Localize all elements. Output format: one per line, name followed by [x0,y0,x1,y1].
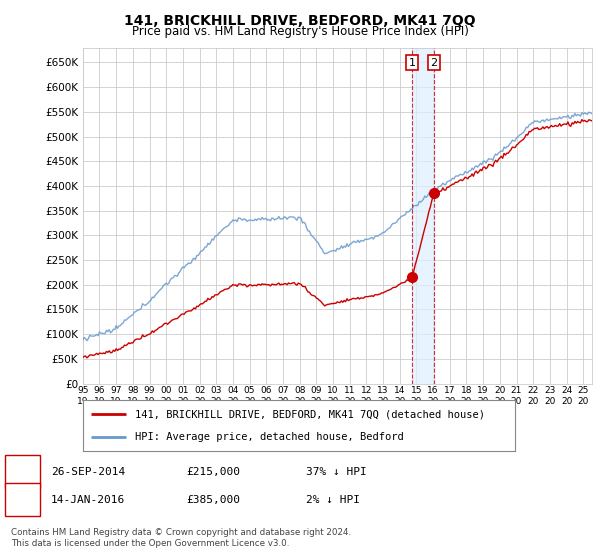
Text: Contains HM Land Registry data © Crown copyright and database right 2024.
This d: Contains HM Land Registry data © Crown c… [11,528,351,548]
Text: 2: 2 [430,58,437,68]
Bar [412,48,434,384]
Text: 1: 1 [19,466,26,477]
Text: 2% ↓ HPI: 2% ↓ HPI [306,494,360,505]
Text: £215,000: £215,000 [186,466,240,477]
Text: 1: 1 [409,58,416,68]
Text: 14-JAN-2016: 14-JAN-2016 [51,494,125,505]
Text: 2: 2 [19,494,26,505]
Text: HPI: Average price, detached house, Bedford: HPI: Average price, detached house, Bedf… [134,432,403,442]
Text: 141, BRICKHILL DRIVE, BEDFORD, MK41 7QQ: 141, BRICKHILL DRIVE, BEDFORD, MK41 7QQ [124,14,476,28]
Text: 37% ↓ HPI: 37% ↓ HPI [306,466,367,477]
Text: £385,000: £385,000 [186,494,240,505]
Text: Price paid vs. HM Land Registry's House Price Index (HPI): Price paid vs. HM Land Registry's House … [131,25,469,38]
Text: 141, BRICKHILL DRIVE, BEDFORD, MK41 7QQ (detached house): 141, BRICKHILL DRIVE, BEDFORD, MK41 7QQ … [134,409,485,419]
Text: 26-SEP-2014: 26-SEP-2014 [51,466,125,477]
